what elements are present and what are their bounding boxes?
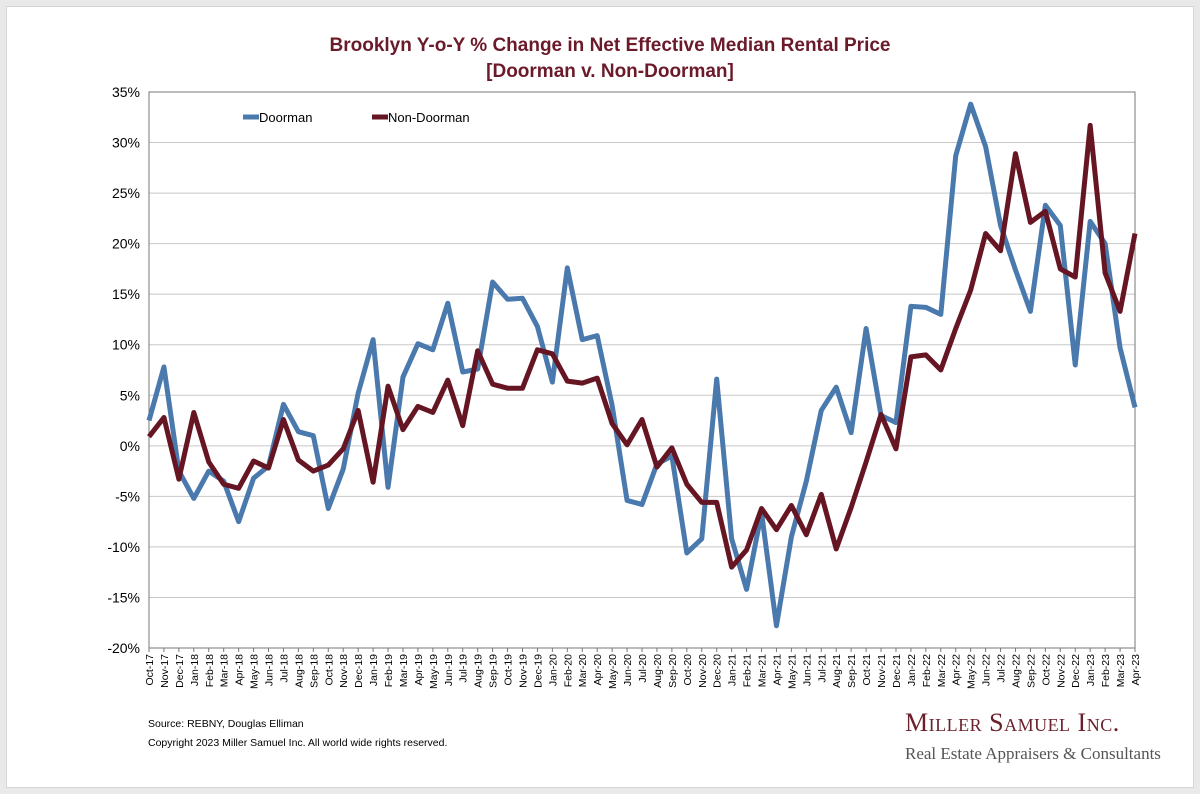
x-tick-label: Aug-22	[1010, 654, 1022, 688]
x-tick-label: Jan-20	[547, 654, 559, 686]
x-tick-label: May-21	[786, 654, 798, 689]
x-tick-label: Jan-22	[906, 654, 918, 686]
x-tick-label: Nov-22	[1055, 654, 1067, 688]
x-tick-label: Jun-22	[981, 654, 993, 686]
x-tick-label: Mar-21	[757, 654, 769, 687]
x-tick-label: Jun-19	[443, 654, 455, 686]
x-tick-label: Mar-19	[398, 654, 410, 687]
x-tick-label: Nov-19	[517, 654, 529, 688]
x-tick-label: Mar-23	[1115, 654, 1127, 687]
x-tick-label: Feb-19	[383, 654, 395, 687]
legend-label: Non-Doorman	[388, 110, 470, 125]
y-tick-label: 10%	[112, 337, 140, 353]
x-tick-label: Jul-18	[278, 654, 290, 683]
series-line-non-doorman	[147, 122, 1138, 570]
x-tick-label: Dec-19	[532, 654, 544, 688]
brand-name: Miller Samuel Inc.	[905, 708, 1120, 737]
y-tick-label: -10%	[107, 539, 140, 555]
x-tick-label: Jan-23	[1085, 654, 1097, 686]
x-tick-label: Apr-19	[413, 654, 425, 686]
series-line-doorman	[146, 101, 1138, 629]
x-tick-label: Feb-22	[921, 654, 933, 687]
y-tick-label: 0%	[120, 438, 140, 454]
x-tick-label: Jan-18	[189, 654, 201, 686]
chart-title: Brooklyn Y-o-Y % Change in Net Effective…	[330, 35, 891, 56]
x-tick-label: Jun-20	[622, 654, 634, 686]
brand-tagline: Real Estate Appraisers & Consultants	[905, 744, 1161, 763]
y-tick-label: 5%	[120, 387, 140, 403]
x-tick-label: May-18	[249, 654, 261, 689]
series-lines	[146, 101, 1138, 629]
x-tick-label: Jan-19	[368, 654, 380, 686]
x-tick-label: Dec-22	[1070, 654, 1082, 688]
chart-subtitle: [Doorman v. Non-Doorman]	[486, 61, 734, 82]
y-tick-label: 20%	[112, 236, 140, 252]
x-tick-label: Feb-21	[742, 654, 754, 687]
y-tick-label: -20%	[107, 640, 140, 656]
x-tick-label: Aug-19	[473, 654, 485, 688]
x-tick-label: Dec-18	[353, 654, 365, 688]
y-tick-label: -15%	[107, 589, 140, 605]
source-note: Source: REBNY, Douglas Elliman	[148, 718, 304, 730]
x-tick-label: Sep-19	[488, 654, 500, 688]
legend-label: Doorman	[259, 110, 312, 125]
x-tick-label: Feb-23	[1100, 654, 1112, 687]
x-tick-label: Jul-19	[458, 654, 470, 683]
y-tick-label: 15%	[112, 286, 140, 302]
x-tick-label: Apr-21	[771, 654, 783, 686]
x-tick-label: Apr-20	[592, 654, 604, 686]
x-tick-label: Jun-21	[801, 654, 813, 686]
gridlines	[149, 91, 1135, 649]
x-tick-label: Apr-18	[234, 654, 246, 686]
legend: Doorman Non-Doorman	[243, 110, 470, 125]
y-axis-ticks: 35% 30% 25% 20% 15% 10% 5% 0% -5% -10% -15% -20%	[107, 84, 140, 656]
x-tick-label: Mar-20	[577, 654, 589, 687]
x-tick-label: Jan-21	[727, 654, 739, 686]
x-tick-label: Aug-20	[652, 654, 664, 688]
x-tick-label: Jun-18	[264, 654, 276, 686]
x-tick-label: Nov-18	[338, 654, 350, 688]
x-tick-label: Sep-22	[1025, 654, 1037, 688]
x-tick-label: Apr-23	[1130, 654, 1142, 686]
x-tick-label: Feb-18	[204, 654, 216, 687]
plot-area	[148, 91, 1136, 649]
x-tick-label: Sep-21	[846, 654, 858, 688]
x-tick-label: Sep-20	[667, 654, 679, 688]
x-tick-label: Oct-22	[1040, 654, 1052, 686]
x-tick-label: Feb-20	[562, 654, 574, 687]
x-tick-label: May-22	[966, 654, 978, 689]
y-tick-label: -5%	[115, 488, 140, 504]
y-tick-label: 35%	[112, 84, 140, 100]
x-tick-label: Oct-21	[861, 654, 873, 686]
x-tick-label: Jul-20	[637, 654, 649, 683]
x-tick-label: Jul-22	[996, 654, 1008, 683]
y-tick-label: 25%	[112, 185, 140, 201]
x-tick-label: Aug-18	[293, 654, 305, 688]
chart-frame	[6, 6, 1194, 788]
x-tick-label: Apr-22	[951, 654, 963, 686]
x-tick-label: Dec-21	[891, 654, 903, 688]
x-tick-label: Nov-21	[876, 654, 888, 688]
x-axis-ticks: Oct-17 Nov-17 Dec-17 Jan-18 Feb-18 Mar-18 Apr-…	[144, 648, 1142, 689]
x-tick-label: Oct-19	[503, 654, 515, 686]
x-tick-label: Oct-18	[323, 654, 335, 686]
x-tick-label: May-20	[607, 654, 619, 689]
x-tick-label: Nov-20	[697, 654, 709, 688]
copyright-note: Copyright 2023 Miller Samuel Inc. All wo…	[148, 737, 448, 749]
x-tick-label: Mar-18	[219, 654, 231, 687]
x-tick-label: Dec-17	[174, 654, 186, 688]
x-tick-label: Jul-21	[816, 654, 828, 683]
y-tick-label: 30%	[112, 135, 140, 151]
x-tick-label: May-19	[428, 654, 440, 689]
x-tick-label: Nov-17	[159, 654, 171, 688]
x-tick-label: Dec-20	[712, 654, 724, 688]
x-tick-label: Oct-17	[144, 654, 156, 686]
x-tick-label: Oct-20	[682, 654, 694, 686]
x-tick-label: Sep-18	[308, 654, 320, 688]
x-tick-label: Aug-21	[831, 654, 843, 688]
x-tick-label: Mar-22	[936, 654, 948, 687]
